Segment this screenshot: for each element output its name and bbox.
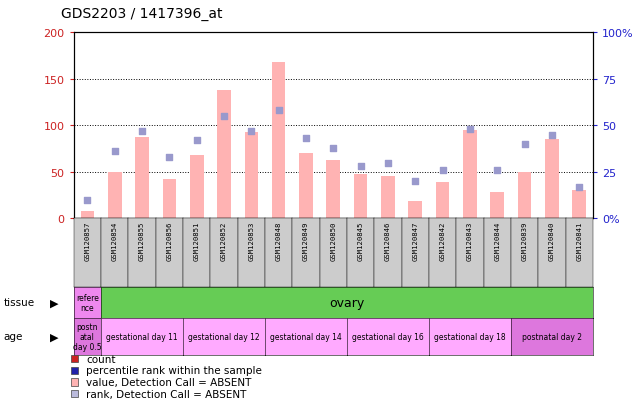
Text: gestational day 12: gestational day 12 [188,332,260,341]
Point [519,141,529,148]
Text: GSM120851: GSM120851 [194,221,200,260]
Point [356,164,366,170]
Bar [272,63,285,219]
Text: GSM120841: GSM120841 [576,221,582,260]
Text: GSM120855: GSM120855 [139,221,145,260]
Bar [354,174,367,219]
Text: gestational day 11: gestational day 11 [106,332,178,341]
Bar [244,133,258,219]
Text: ▶: ▶ [50,332,59,342]
Text: ovary: ovary [329,296,365,309]
Point [246,128,256,135]
Bar [163,180,176,219]
Text: GSM120845: GSM120845 [358,221,363,260]
Point [301,135,311,142]
Bar [81,211,94,219]
Bar [217,91,231,219]
Point [192,138,202,144]
Point [465,126,475,133]
Text: GSM120842: GSM120842 [440,221,445,260]
Text: tissue: tissue [3,297,35,308]
Text: GSM120843: GSM120843 [467,221,473,260]
Bar [572,191,586,219]
Point [219,113,229,120]
Point [274,108,284,114]
Text: age: age [3,332,22,342]
Text: GSM120840: GSM120840 [549,221,555,260]
Point [110,149,120,155]
Text: GSM120854: GSM120854 [112,221,118,260]
Bar [490,193,504,219]
Text: gestational day 14: gestational day 14 [270,332,342,341]
Point [492,167,503,174]
Point [82,197,92,204]
Bar [326,160,340,219]
Bar [463,131,477,219]
Text: GDS2203 / 1417396_at: GDS2203 / 1417396_at [61,7,222,21]
Bar [299,154,313,219]
Point [137,128,147,135]
Text: GSM120844: GSM120844 [494,221,500,260]
Text: postnatal day 2: postnatal day 2 [522,332,582,341]
Bar [436,183,449,219]
Text: postn
atal
day 0.5: postn atal day 0.5 [73,322,102,351]
Text: GSM120846: GSM120846 [385,221,391,260]
Text: percentile rank within the sample: percentile rank within the sample [86,366,262,375]
Bar [408,201,422,219]
Text: value, Detection Call = ABSENT: value, Detection Call = ABSENT [86,377,251,387]
Point [438,167,448,174]
Text: GSM120850: GSM120850 [330,221,337,260]
Point [574,184,585,191]
Text: rank, Detection Call = ABSENT: rank, Detection Call = ABSENT [86,389,246,399]
Text: GSM120852: GSM120852 [221,221,227,260]
Point [547,132,557,139]
Bar [190,156,204,219]
Text: GSM120849: GSM120849 [303,221,309,260]
Text: GSM120847: GSM120847 [412,221,419,260]
Bar [135,138,149,219]
Text: refere
nce: refere nce [76,293,99,312]
Point [328,145,338,152]
Text: GSM120853: GSM120853 [248,221,254,260]
Text: GSM120857: GSM120857 [85,221,90,260]
Text: GSM120856: GSM120856 [167,221,172,260]
Text: gestational day 18: gestational day 18 [434,332,506,341]
Text: GSM120839: GSM120839 [522,221,528,260]
Point [383,160,393,166]
Bar [108,173,122,219]
Text: count: count [86,354,115,364]
Point [410,178,420,185]
Point [164,154,174,161]
Text: GSM120848: GSM120848 [276,221,281,260]
Text: ▶: ▶ [50,297,59,308]
Bar [381,176,395,219]
Bar [545,140,559,219]
Text: gestational day 16: gestational day 16 [352,332,424,341]
Bar [518,173,531,219]
